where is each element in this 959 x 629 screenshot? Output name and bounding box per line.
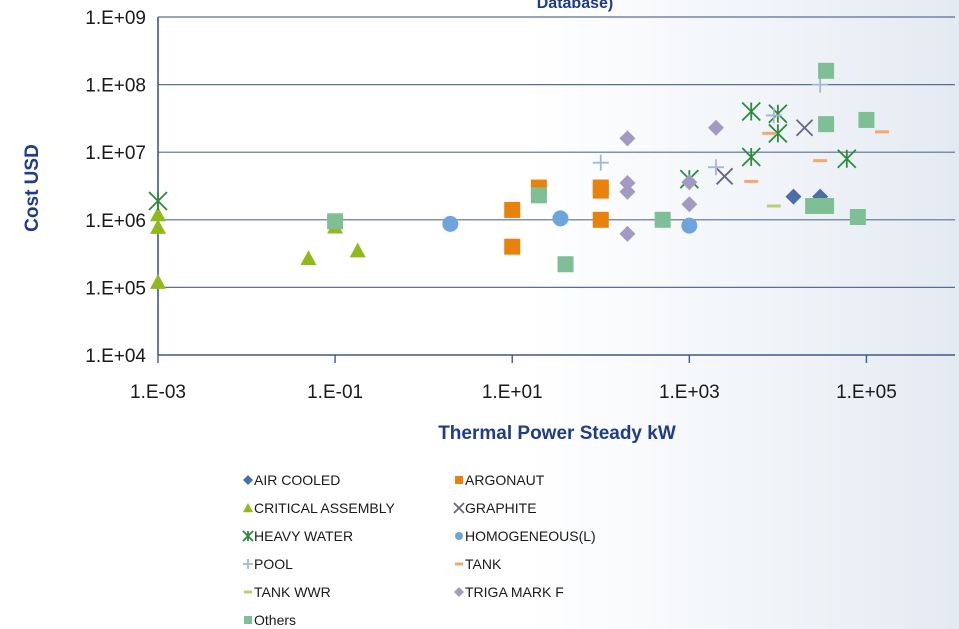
data-point-tank [875, 130, 890, 134]
legend-marker [244, 590, 252, 594]
data-point-argonaut [592, 211, 609, 228]
data-point-triga-mark-f [619, 183, 636, 200]
data-point-critical-assembly [150, 219, 166, 234]
data-point-pool [812, 76, 829, 93]
data-point-triga-mark-f [681, 196, 698, 213]
x-axis-title: Thermal Power Steady kW [438, 423, 676, 444]
y-tick-label: 1.E+05 [85, 278, 146, 299]
data-point-pool [765, 107, 782, 124]
legend-label: CRITICAL ASSEMBLY [254, 500, 395, 516]
data-point-tank [744, 179, 759, 183]
chart-title: Database) [537, 0, 613, 12]
y-tick-label: 1.E+04 [85, 346, 146, 367]
data-point-critical-assembly [150, 274, 166, 289]
data-point-others [858, 111, 875, 128]
data-point-heavy-water [768, 104, 788, 124]
legend-label: HOMOGENEOUS(L) [465, 528, 596, 544]
legend-marker [455, 532, 463, 540]
data-point-critical-assembly [150, 206, 166, 222]
x-tick-label: 1.E+01 [482, 382, 543, 403]
data-point-heavy-water [741, 101, 761, 122]
data-point-argonaut [504, 201, 521, 218]
data-point-triga-mark-f [681, 174, 698, 191]
data-point-critical-assembly [349, 242, 366, 258]
legend-marker [243, 503, 253, 513]
legend-marker [244, 616, 252, 624]
legend-marker [243, 559, 253, 569]
data-point-air-cooled [785, 188, 802, 205]
x-tick-label: 1.E-01 [307, 382, 363, 403]
data-points [148, 62, 890, 289]
legend-label: ARGONAUT [465, 472, 545, 488]
data-point-tank [762, 131, 777, 135]
data-point-homogeneous-l [681, 217, 698, 234]
legend-label: AIR COOLED [254, 472, 340, 488]
data-point-graphite [715, 167, 734, 185]
axes: 1.E+04 1.E+05 1.E+06 1.E+07 1.E+08 1.E+09 1.E-… [85, 8, 955, 403]
data-point-critical-assembly [300, 250, 317, 266]
data-point-others [530, 187, 547, 204]
data-point-heavy-water [768, 123, 788, 143]
y-axis-title: Cost USD [22, 144, 43, 232]
data-point-argonaut [504, 238, 521, 255]
legend-marker [243, 475, 253, 485]
x-tick-label: 1.E+05 [836, 382, 897, 403]
data-point-triga-mark-f [619, 130, 636, 147]
data-point-others [654, 211, 671, 228]
y-tick-label: 1.E+06 [85, 211, 146, 232]
legend-marker [453, 502, 465, 514]
data-point-argonaut [592, 182, 609, 199]
legend-label: Others [254, 612, 296, 628]
legend-marker [455, 562, 463, 566]
legend-marker [454, 587, 464, 597]
y-tick-label: 1.E+09 [85, 8, 146, 29]
data-point-others [818, 62, 835, 79]
x-tick-label: 1.E+03 [659, 382, 720, 403]
data-point-others [557, 256, 574, 273]
data-point-triga-mark-f [619, 175, 636, 192]
y-tick-label: 1.E+07 [85, 143, 146, 164]
data-point-others [805, 198, 822, 215]
data-point-others [818, 198, 835, 215]
legend-marker [455, 476, 463, 484]
legend-label: GRAPHITE [465, 500, 537, 516]
legend-label: HEAVY WATER [254, 528, 353, 544]
legend-label: TRIGA MARK F [465, 584, 564, 600]
data-point-others [849, 209, 866, 226]
y-tick-label: 1.E+08 [85, 76, 146, 97]
data-point-tank-wwr [766, 204, 781, 208]
gridlines [158, 16, 955, 288]
data-point-heavy-water [837, 149, 857, 169]
x-tick-label: 1.E-03 [130, 382, 186, 403]
legend-marker [242, 530, 254, 542]
data-point-pool [592, 154, 609, 171]
data-point-triga-mark-f [619, 225, 636, 242]
data-point-graphite [795, 119, 814, 137]
data-point-triga-mark-f [707, 119, 724, 136]
legend: AIR COOLED ARGONAUT CRITICAL ASSEMBLY GRAPH… [242, 472, 596, 628]
data-point-pool [707, 159, 724, 176]
data-point-homogeneous-l [552, 210, 569, 227]
data-point-tank [813, 159, 828, 163]
data-point-homogeneous-l [442, 215, 459, 232]
data-point-heavy-water [741, 147, 761, 167]
data-point-others [818, 116, 835, 133]
legend-label: TANK WWR [254, 584, 331, 600]
data-point-others [327, 213, 344, 230]
legend-label: POOL [254, 556, 293, 572]
legend-label: TANK [465, 556, 502, 572]
data-point-heavy-water [148, 191, 168, 211]
